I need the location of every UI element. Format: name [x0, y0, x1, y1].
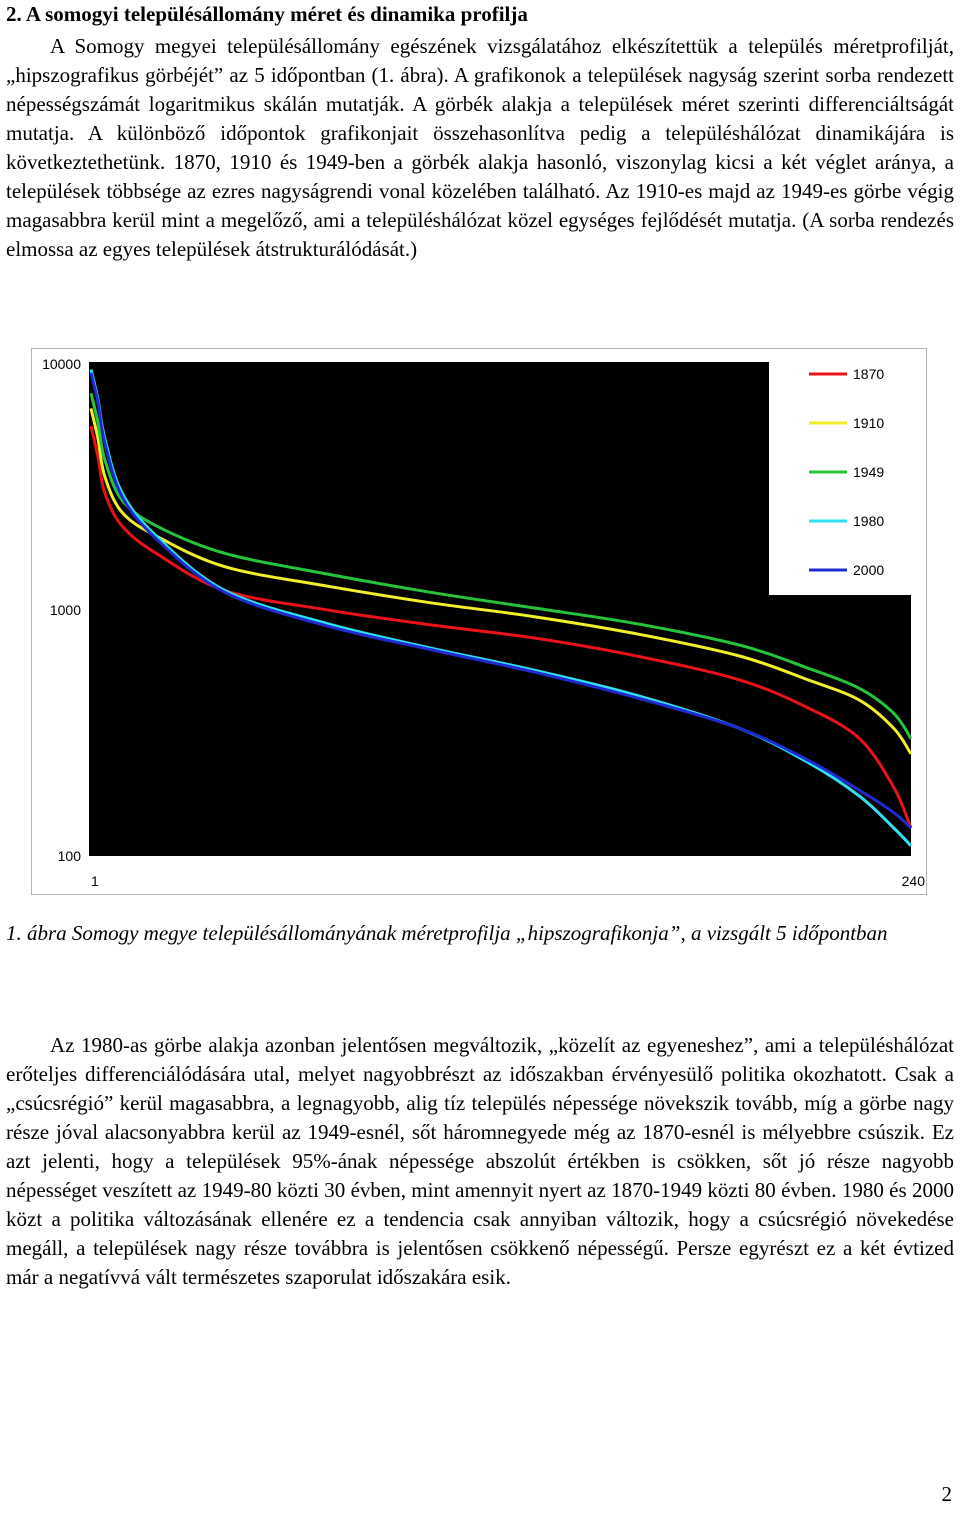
- series-line-1870: [89, 425, 913, 829]
- legend-label-2000: 2000: [853, 562, 884, 578]
- series-line-1949: [89, 392, 913, 740]
- series-line-2000: [89, 372, 913, 830]
- legend-label-1870: 1870: [853, 366, 884, 382]
- analysis-paragraph: Az 1980-as görbe alakja azonban jelentős…: [6, 1033, 954, 1289]
- legend-label-1910: 1910: [853, 415, 884, 431]
- legend-label-1980: 1980: [853, 513, 884, 529]
- figure-caption: 1. ábra Somogy megye településállományán…: [6, 921, 888, 945]
- legend-label-1949: 1949: [853, 464, 884, 480]
- x-tick-label: 240: [902, 873, 926, 889]
- hypsographic-chart: 10000 1000 100 1 240 1870 1910 1949 1980 2000: [42, 350, 926, 889]
- x-tick-label: 1: [91, 873, 99, 889]
- y-tick-label: 1000: [50, 602, 81, 618]
- intro-paragraph: A Somogy megyei településállomány egészé…: [6, 34, 954, 261]
- y-tick-label: 100: [58, 848, 82, 864]
- section-heading: 2. A somogyi településállomány méret és …: [6, 2, 528, 26]
- series-line-1910: [89, 408, 913, 755]
- page-number: 2: [941, 1482, 953, 1506]
- y-tick-label: 10000: [42, 356, 81, 372]
